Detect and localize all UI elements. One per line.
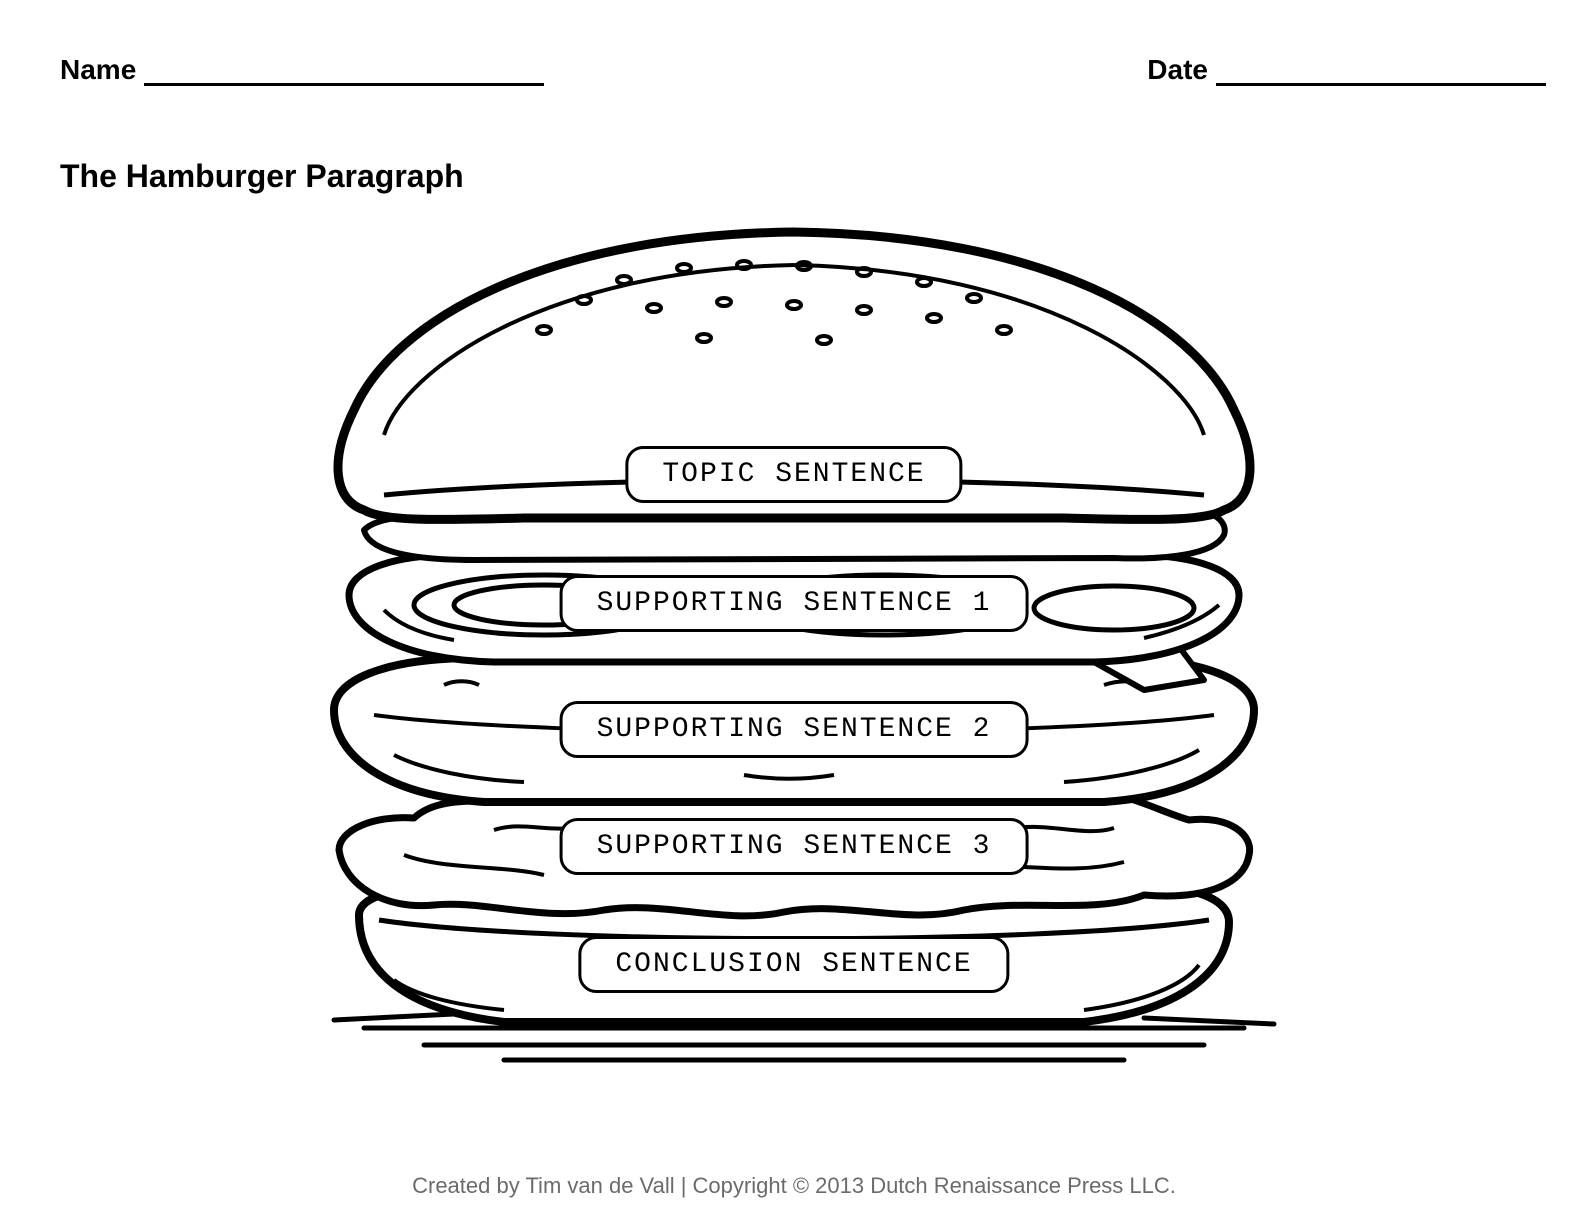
footer-credit: Created by Tim van de Vall | Copyright ©… xyxy=(0,1173,1588,1199)
label-supporting-2: SUPPORTING SENTENCE 2 xyxy=(560,701,1029,758)
label-conclusion-sentence: CONCLUSION SENTENCE xyxy=(578,936,1009,993)
date-field: Date xyxy=(1147,54,1546,86)
label-supporting-1: SUPPORTING SENTENCE 1 xyxy=(560,575,1029,632)
worksheet-header: Name Date xyxy=(0,54,1588,86)
name-label: Name xyxy=(60,54,136,86)
worksheet-title: The Hamburger Paragraph xyxy=(60,158,464,195)
name-field: Name xyxy=(60,54,544,86)
label-supporting-3: SUPPORTING SENTENCE 3 xyxy=(560,818,1029,875)
label-topic-sentence: TOPIC SENTENCE xyxy=(625,446,962,503)
hamburger-diagram: TOPIC SENTENCE SUPPORTING SENTENCE 1 SUP… xyxy=(244,210,1344,1090)
date-label: Date xyxy=(1147,54,1208,86)
name-blank-line[interactable] xyxy=(144,64,544,86)
date-blank-line[interactable] xyxy=(1216,64,1546,86)
